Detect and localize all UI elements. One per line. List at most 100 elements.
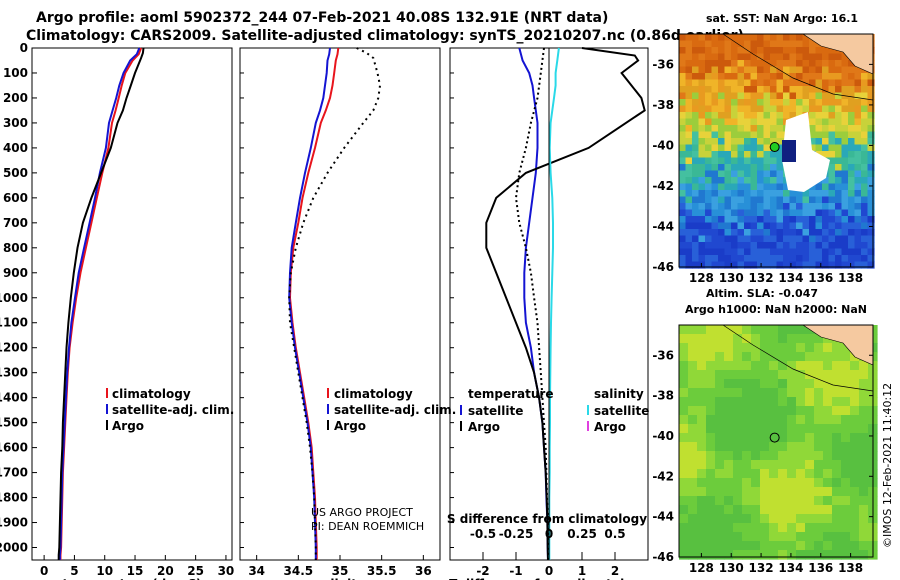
map-cell <box>841 73 849 81</box>
coastline <box>722 33 874 101</box>
map-cell <box>685 242 693 250</box>
map-cell <box>679 229 687 237</box>
y-tick-label: 400 <box>3 141 28 155</box>
temperature-frame <box>31 47 233 561</box>
map-cell <box>679 424 689 434</box>
map-cell <box>769 361 779 371</box>
map-cell <box>805 451 815 461</box>
map-cell <box>828 99 836 107</box>
map-cell <box>705 203 713 211</box>
map-cell <box>848 131 856 139</box>
map-cell <box>783 183 791 191</box>
map-cell <box>731 118 739 126</box>
map-cell <box>751 442 761 452</box>
map-cell <box>796 523 806 533</box>
map-cell <box>751 469 761 479</box>
map-cell <box>763 164 771 172</box>
map-cell <box>733 442 743 452</box>
map-cell <box>854 235 862 243</box>
map-cell <box>815 131 823 139</box>
map-cell <box>715 370 725 380</box>
map-cell <box>805 334 815 344</box>
map-cell <box>679 203 687 211</box>
map-cell <box>718 79 726 87</box>
map-cell <box>679 469 689 479</box>
map-cell <box>776 164 784 172</box>
map-cell <box>760 406 770 416</box>
map-cell <box>835 164 843 172</box>
map-cell <box>705 222 713 230</box>
map-cell <box>750 138 758 146</box>
map-cell <box>859 406 869 416</box>
map-cell <box>711 99 719 107</box>
map-cell <box>770 105 778 113</box>
map-cell <box>770 92 778 100</box>
map-cell <box>688 406 698 416</box>
map-cell <box>814 334 824 344</box>
map-cell <box>861 79 869 87</box>
map-cell <box>750 86 758 94</box>
map-cell <box>751 460 761 470</box>
map-cell <box>828 73 836 81</box>
map-cell <box>679 118 687 126</box>
map-cell <box>705 138 713 146</box>
map-cell <box>731 216 739 224</box>
map-cell <box>679 79 687 87</box>
map-cell <box>679 112 687 120</box>
map-cell <box>715 469 725 479</box>
map-cell <box>835 235 843 243</box>
map-cell <box>850 433 860 443</box>
map-cell <box>733 460 743 470</box>
map-cell <box>688 442 698 452</box>
map-cell <box>705 177 713 185</box>
map-cell <box>692 216 700 224</box>
map-cell <box>859 442 869 452</box>
map-cell <box>679 460 689 470</box>
map-cell <box>805 388 815 398</box>
map-cell <box>796 203 804 211</box>
map-cell <box>737 105 745 113</box>
map-cell <box>706 487 716 497</box>
map-cell <box>692 40 700 48</box>
map-cell <box>796 229 804 237</box>
map-cell <box>711 118 719 126</box>
map-cell <box>861 177 869 185</box>
map-cell <box>733 424 743 434</box>
map-cell <box>770 138 778 146</box>
map-cell <box>742 541 752 551</box>
map-cell <box>783 92 791 100</box>
map-cell <box>814 487 824 497</box>
map-cell <box>724 352 734 362</box>
map-cell <box>796 352 806 362</box>
map-cell <box>718 235 726 243</box>
legend-label: satellite-adj. clim. <box>112 403 234 417</box>
map-cell <box>698 73 706 81</box>
map-cell <box>859 523 869 533</box>
map-cell <box>809 60 817 68</box>
map-cell <box>796 541 806 551</box>
map-cell <box>698 190 706 198</box>
map-cell <box>796 406 806 416</box>
map-cell <box>814 442 824 452</box>
map-cell <box>737 170 745 178</box>
map-cell <box>679 433 689 443</box>
map-cell <box>688 388 698 398</box>
map-cell <box>850 478 860 488</box>
map-cell <box>861 170 869 178</box>
map-cell <box>822 190 830 198</box>
map-cell <box>861 190 869 198</box>
map-cell <box>757 242 765 250</box>
map-cell <box>796 40 804 48</box>
map-cell <box>750 229 758 237</box>
map-cell <box>861 222 869 230</box>
map-cell <box>841 406 851 416</box>
map-cell <box>787 388 797 398</box>
map-cell <box>705 73 713 81</box>
map-cell <box>718 164 726 172</box>
map-cell <box>706 505 716 515</box>
map-cell <box>697 523 707 533</box>
map-cell <box>867 92 875 100</box>
map-cell <box>776 105 784 113</box>
map-cell <box>809 86 817 94</box>
map-cell <box>685 92 693 100</box>
